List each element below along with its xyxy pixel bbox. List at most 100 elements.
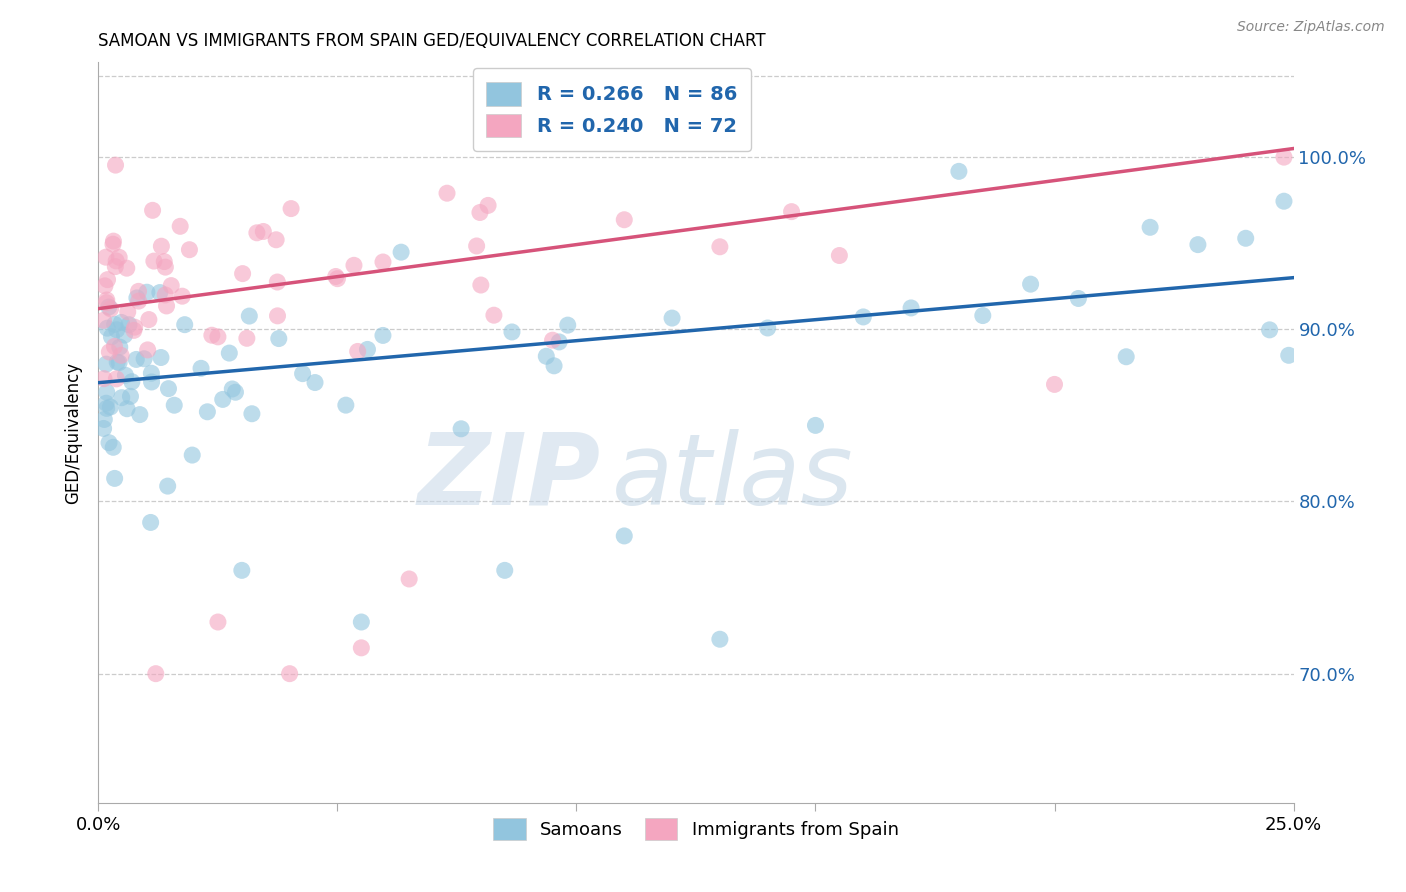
Text: SAMOAN VS IMMIGRANTS FROM SPAIN GED/EQUIVALENCY CORRELATION CHART: SAMOAN VS IMMIGRANTS FROM SPAIN GED/EQUI… <box>98 32 766 50</box>
Point <box>804 418 827 433</box>
Point <box>1139 220 1161 235</box>
Point <box>149 285 172 300</box>
Point <box>128 285 150 299</box>
Point <box>108 356 131 370</box>
Point <box>103 234 125 248</box>
Point <box>172 289 194 303</box>
Point <box>94 278 117 293</box>
Point <box>169 219 191 234</box>
Text: Source: ZipAtlas.com: Source: ZipAtlas.com <box>1237 20 1385 34</box>
Point <box>160 278 183 293</box>
Point <box>96 321 118 335</box>
Point <box>156 479 179 493</box>
Point <box>709 632 731 647</box>
Point <box>548 334 571 349</box>
Text: ZIP: ZIP <box>418 428 600 525</box>
Point <box>195 405 218 419</box>
Point <box>149 351 172 365</box>
Point <box>97 300 120 314</box>
Point <box>468 205 491 219</box>
Point <box>96 396 118 410</box>
Point <box>240 407 263 421</box>
Point <box>356 343 378 357</box>
Point <box>110 348 132 362</box>
Point <box>153 254 176 268</box>
Point <box>118 318 141 332</box>
Text: atlas: atlas <box>613 428 853 525</box>
Point <box>335 398 357 412</box>
Point <box>346 344 368 359</box>
Point <box>110 315 132 329</box>
Point <box>142 203 165 218</box>
Point <box>135 285 157 300</box>
Point <box>94 250 117 264</box>
Point <box>173 318 195 332</box>
Point <box>134 351 156 366</box>
Point <box>371 328 394 343</box>
Point <box>211 392 233 407</box>
Point <box>543 359 565 373</box>
Point <box>398 572 420 586</box>
Point <box>138 312 160 326</box>
Point <box>96 295 118 310</box>
Point <box>100 301 122 316</box>
Point <box>150 239 173 253</box>
Point <box>1067 292 1090 306</box>
Point <box>221 382 243 396</box>
Point <box>231 563 253 577</box>
Point <box>613 529 636 543</box>
Point <box>96 293 118 307</box>
Point <box>1115 350 1137 364</box>
Point <box>224 385 246 400</box>
Point <box>661 311 683 326</box>
Point <box>104 158 127 172</box>
Point <box>450 422 472 436</box>
Point <box>139 516 162 530</box>
Point <box>108 340 131 354</box>
Point <box>96 357 118 371</box>
Point <box>96 273 118 287</box>
Point <box>1272 150 1295 164</box>
Point <box>104 260 127 274</box>
Point <box>122 323 145 337</box>
Point <box>343 258 366 272</box>
Legend: Samoans, Immigrants from Spain: Samoans, Immigrants from Spain <box>486 811 905 847</box>
Point <box>96 401 118 416</box>
Point <box>104 471 127 485</box>
Point <box>155 299 177 313</box>
Point <box>181 448 204 462</box>
Point <box>613 212 636 227</box>
Point <box>125 352 148 367</box>
Point <box>101 237 124 252</box>
Point <box>141 366 163 380</box>
Point <box>1258 323 1281 337</box>
Point <box>350 615 373 629</box>
Point <box>111 391 134 405</box>
Point <box>93 372 115 386</box>
Point <box>115 261 138 276</box>
Point <box>93 313 115 327</box>
Point <box>98 345 121 359</box>
Point <box>236 331 259 345</box>
Point <box>436 186 458 201</box>
Point <box>128 294 150 309</box>
Point <box>155 288 177 302</box>
Point <box>325 269 347 284</box>
Point <box>105 323 128 337</box>
Point <box>326 271 349 285</box>
Point <box>252 225 274 239</box>
Point <box>1019 277 1042 292</box>
Point <box>104 318 127 332</box>
Point <box>465 239 488 253</box>
Point <box>350 640 373 655</box>
Point <box>536 349 558 363</box>
Point <box>120 389 142 403</box>
Point <box>501 325 523 339</box>
Point <box>93 421 115 435</box>
Point <box>477 198 499 212</box>
Point <box>541 333 564 347</box>
Point <box>136 343 159 357</box>
Point <box>207 615 229 629</box>
Point <box>709 240 731 254</box>
Point <box>780 204 803 219</box>
